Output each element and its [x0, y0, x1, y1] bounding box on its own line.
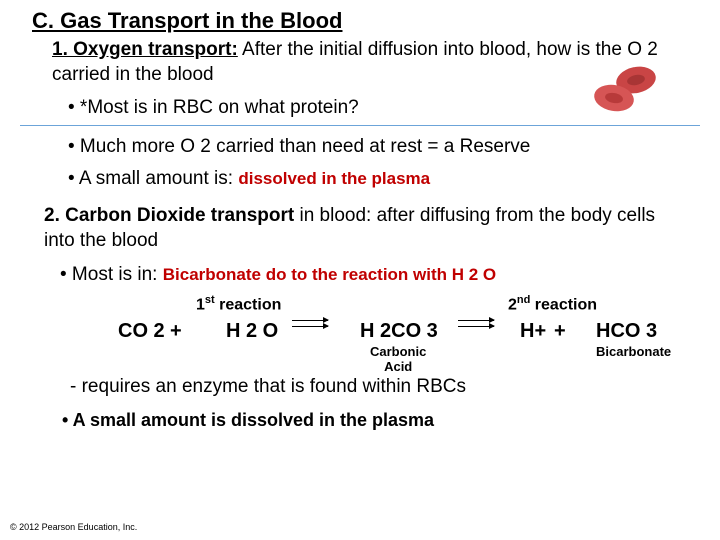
reaction1-label: 1st reaction: [196, 294, 281, 314]
formula-co2: CO 2: [118, 320, 165, 343]
reaction2-label: 2nd reaction: [508, 294, 597, 314]
bicarb-prefix: • Most is in:: [60, 264, 163, 285]
carbonic-acid-label: Carbonic Acid: [370, 344, 426, 374]
formula-hplus: H+: [520, 320, 546, 343]
bullet-bicarbonate: • Most is in: Bicarbonate do to the reac…: [60, 264, 700, 286]
divider-line: [20, 125, 700, 126]
bicarb-red: Bicarbonate do to the reaction with H 2 …: [163, 265, 496, 284]
item2-label: 2. Carbon Dioxide transport: [44, 205, 294, 226]
formula-h2co3: H 2CO 3: [360, 320, 438, 343]
bullet-plasma-co2: • A small amount is dissolved in the pla…: [62, 410, 700, 431]
arrow2: [458, 320, 494, 332]
reaction-diagram: 1st reaction 2nd reaction CO 2 + H 2 O H…: [20, 294, 700, 374]
copyright-text: © 2012 Pearson Education, Inc.: [10, 522, 137, 532]
plus1: +: [170, 320, 182, 343]
bullet-reserve: • Much more O 2 carried than need at res…: [68, 136, 700, 158]
item1-label: 1. Oxygen transport:: [52, 39, 238, 60]
enzyme-note: - requires an enzyme that is found withi…: [70, 376, 700, 398]
formula-hco3: HCO 3: [596, 320, 657, 343]
formula-h2o: H 2 O: [226, 320, 278, 343]
arrow1: [292, 320, 328, 332]
bullet-plasma-red: dissolved in the plasma: [238, 169, 430, 188]
plus2: +: [554, 320, 566, 343]
bullet-plasma-o2: • A small amount is: dissolved in the pl…: [68, 168, 700, 190]
section-heading: C. Gas Transport in the Blood: [32, 8, 700, 34]
bullet-plasma-prefix: • A small amount is:: [68, 168, 238, 189]
rbc-illustration: [590, 64, 662, 118]
item-co2-transport: 2. Carbon Dioxide transport in blood: af…: [44, 204, 690, 253]
bicarbonate-label: Bicarbonate: [596, 344, 671, 359]
